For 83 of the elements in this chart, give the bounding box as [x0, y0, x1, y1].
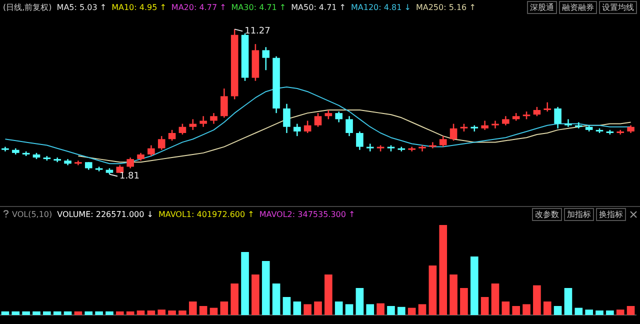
bar — [533, 285, 541, 315]
bar — [522, 304, 530, 315]
text: MAVOL2: 347535.300 ↑ — [259, 210, 356, 218]
bar — [168, 310, 176, 315]
bar — [616, 310, 624, 315]
bar — [220, 302, 228, 315]
bar — [596, 310, 604, 315]
bar — [574, 308, 583, 315]
bar — [252, 274, 260, 315]
bar — [74, 311, 82, 315]
bar — [147, 310, 156, 315]
text: MA30: 4.71 ↑ — [231, 2, 286, 12]
bar — [345, 304, 354, 315]
bar — [512, 306, 520, 315]
bar — [366, 304, 374, 315]
text: VOLUME: 226571.000 ↓ — [57, 210, 154, 218]
bar — [188, 302, 197, 315]
bar — [116, 311, 124, 315]
text: MA10: 4.95 ↑ — [112, 2, 166, 12]
bar — [293, 302, 302, 315]
bar — [1, 311, 10, 315]
bar — [314, 302, 322, 315]
bar — [324, 274, 332, 315]
text: 融资融券 — [559, 0, 597, 14]
bar — [376, 303, 384, 315]
bar — [158, 310, 166, 315]
bar — [32, 311, 40, 315]
text: MAVOL1: 401972.600 ↑ — [158, 210, 254, 218]
bar — [12, 311, 20, 315]
text: MA5: 5.03 ↑ — [56, 2, 107, 12]
bar — [470, 256, 478, 315]
chart-title: (日线,前复权) — [3, 2, 52, 12]
bar — [178, 310, 186, 315]
bar — [230, 284, 238, 315]
text: MA20: 4.77 ↑ — [171, 2, 226, 12]
bar — [272, 284, 280, 315]
text: 改参数 — [532, 208, 562, 220]
bar — [53, 311, 62, 315]
bar — [95, 311, 103, 315]
bar — [84, 311, 93, 315]
text: 换指标 — [596, 208, 626, 220]
text: MA250: 5.16 ↑ — [416, 2, 476, 12]
candlestick — [200, 116, 207, 127]
bar — [22, 311, 30, 315]
bar — [502, 302, 510, 315]
text: 设置均线 — [599, 0, 637, 14]
bar — [282, 297, 291, 315]
bar — [626, 306, 635, 315]
bar — [106, 311, 114, 315]
bar — [554, 306, 562, 315]
bar — [262, 261, 270, 315]
text: MA50: 4.71 ↑ — [291, 2, 346, 12]
text: MA120: 4.81 ↓ — [351, 2, 411, 12]
bar — [460, 288, 468, 315]
bar — [418, 304, 426, 315]
bar — [408, 308, 416, 315]
candlestick — [502, 116, 510, 126]
bar — [387, 306, 395, 315]
bar — [585, 310, 593, 315]
bar — [450, 274, 458, 315]
annotation: 1.81 — [119, 172, 140, 182]
bar — [398, 306, 406, 315]
text: 加指标 — [564, 208, 594, 220]
bar — [564, 288, 572, 315]
bar — [606, 310, 614, 315]
bar — [356, 288, 364, 315]
bar — [210, 308, 218, 315]
bar — [480, 297, 489, 315]
bar — [64, 311, 72, 315]
bar — [241, 252, 249, 315]
bar — [199, 306, 208, 315]
bar — [428, 266, 437, 315]
bar — [491, 284, 500, 315]
bar — [126, 311, 134, 315]
text: 深股通 — [527, 0, 557, 14]
annotation: 11.27 — [244, 26, 270, 37]
bar — [304, 304, 312, 315]
bar — [136, 310, 145, 315]
chart-title: VOL(5,10) — [12, 210, 52, 218]
bar — [334, 302, 343, 315]
bar — [43, 311, 51, 315]
bar — [439, 225, 448, 315]
bar — [543, 302, 552, 315]
